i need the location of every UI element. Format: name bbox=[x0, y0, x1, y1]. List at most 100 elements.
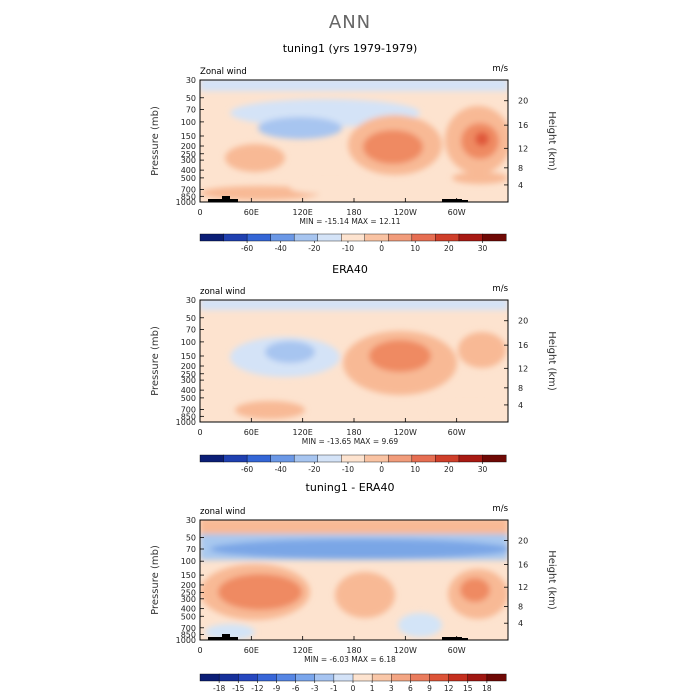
min-max-stats: MIN = -13.65 MAX = 9.69 bbox=[302, 437, 399, 446]
colorbar-label: 30 bbox=[478, 244, 488, 253]
height-tick-label: 12 bbox=[518, 364, 528, 373]
colorbar-swatch bbox=[411, 454, 436, 463]
colorbar-swatch bbox=[295, 673, 316, 682]
corner-label-right: m/s bbox=[492, 64, 508, 74]
colorbar-label: -20 bbox=[308, 244, 320, 253]
colorbar-swatch bbox=[314, 673, 335, 682]
x-tick-label: 0 bbox=[197, 428, 202, 437]
colorbar-swatch bbox=[482, 454, 507, 463]
x-tick-label: 60W bbox=[448, 208, 466, 217]
contour-blob bbox=[452, 172, 508, 184]
colorbar-swatch bbox=[391, 673, 411, 682]
corner-label-left: zonal wind bbox=[200, 507, 245, 517]
colorbar-swatch bbox=[371, 673, 392, 682]
colorbar-swatch bbox=[467, 673, 488, 682]
pressure-tick-label: 150 bbox=[181, 352, 196, 361]
y2-axis-label: Height (km) bbox=[546, 331, 557, 391]
panel-1: tuning1 (yrs 1979-1979) Zonal wind m/s 30 50… bbox=[150, 42, 557, 253]
x-tick-label: 180 bbox=[346, 208, 361, 217]
colorbar-swatch bbox=[246, 454, 272, 463]
colorbar-label: -10 bbox=[342, 465, 354, 474]
colorbar-swatch bbox=[293, 233, 319, 242]
height-tick-label: 20 bbox=[518, 317, 528, 326]
colorbar-swatch bbox=[276, 673, 297, 682]
topography bbox=[208, 196, 238, 202]
colorbar-label: 6 bbox=[408, 684, 413, 693]
colorbar-swatch bbox=[257, 673, 277, 682]
contour-blob bbox=[434, 404, 506, 420]
pressure-tick-label: 100 bbox=[181, 338, 196, 347]
colorbar-swatch bbox=[458, 233, 483, 242]
pressure-tick-label: 300 bbox=[181, 595, 196, 604]
height-tick-label: 4 bbox=[518, 401, 523, 410]
colorbar-label: 20 bbox=[444, 465, 454, 474]
contour-blob bbox=[398, 613, 442, 637]
pressure-tick-label: 700 bbox=[181, 186, 196, 195]
colorbar-label: 0 bbox=[379, 244, 384, 253]
x-tick-label: 60W bbox=[448, 428, 466, 437]
x-tick-label: 0 bbox=[197, 646, 202, 655]
height-tick-label: 8 bbox=[518, 602, 523, 611]
colorbar-label: -12 bbox=[251, 684, 263, 693]
colorbar-swatch bbox=[293, 454, 319, 463]
contour-blob bbox=[475, 132, 489, 146]
contour-field bbox=[200, 80, 508, 202]
x-tick-label: 120W bbox=[394, 428, 417, 437]
x-tick-label: 120E bbox=[293, 208, 313, 217]
colorbar-swatch bbox=[223, 454, 248, 463]
min-max-stats: MIN = -15.14 MAX = 12.11 bbox=[299, 217, 400, 226]
x-tick-label: 120W bbox=[394, 208, 417, 217]
pressure-tick-label: 400 bbox=[181, 605, 196, 614]
corner-label-right: m/s bbox=[492, 284, 508, 294]
corner-label-left: Zonal wind bbox=[200, 67, 247, 77]
height-tick-label: 4 bbox=[518, 619, 523, 628]
topography bbox=[442, 199, 468, 202]
colorbar-label: -18 bbox=[213, 684, 225, 693]
contour-blob bbox=[235, 401, 305, 419]
pressure-tick-label: 150 bbox=[181, 132, 196, 141]
colorbar-label: 30 bbox=[478, 465, 488, 474]
contour-blob bbox=[210, 539, 508, 559]
x-tick-label: 180 bbox=[346, 428, 361, 437]
height-tick-label: 16 bbox=[518, 560, 528, 569]
colorbar: -60 -40 -20 -10 0 10 20 30 bbox=[199, 454, 507, 474]
pressure-tick-label: 850 bbox=[181, 630, 196, 639]
colorbar-swatch bbox=[246, 233, 272, 242]
pressure-tick-label: 300 bbox=[181, 156, 196, 165]
pressure-tick-label: 500 bbox=[181, 174, 196, 183]
pressure-tick-label: 1000 bbox=[176, 418, 196, 427]
colorbar-swatch bbox=[388, 233, 413, 242]
pressure-tick-label: 250 bbox=[181, 370, 196, 379]
contour-blob bbox=[335, 572, 395, 618]
y-axis-label: Pressure (mb) bbox=[150, 326, 161, 396]
pressure-tick-label: 850 bbox=[181, 412, 196, 421]
colorbar-swatch bbox=[364, 454, 389, 463]
colorbar: -18 -15 -12 -9 -6 -3 -1 0 1 3 6 9 12 15 18 bbox=[199, 673, 507, 693]
pressure-tick-label: 500 bbox=[181, 612, 196, 621]
colorbar-label: 1 bbox=[370, 684, 375, 693]
colorbar-swatch bbox=[199, 454, 225, 463]
pressure-tick-label: 50 bbox=[186, 533, 196, 542]
colorbar-label: 10 bbox=[410, 244, 420, 253]
colorbar-swatch bbox=[317, 454, 342, 463]
colorbar-label: 3 bbox=[389, 684, 394, 693]
pressure-tick-label: 700 bbox=[181, 406, 196, 415]
colorbar-label: -40 bbox=[275, 244, 287, 253]
topography bbox=[208, 634, 238, 640]
colorbar-label: 12 bbox=[444, 684, 454, 693]
pressure-tick-label: 30 bbox=[186, 516, 196, 525]
contour-blob bbox=[225, 144, 285, 172]
x-tick-label: 60E bbox=[244, 208, 259, 217]
corner-label-left: zonal wind bbox=[200, 287, 245, 297]
field-contours bbox=[200, 520, 508, 640]
height-tick-label: 12 bbox=[518, 144, 528, 153]
x-tick-label: 60W bbox=[448, 646, 466, 655]
colorbar-swatch bbox=[388, 454, 413, 463]
x-tick-label: 180 bbox=[346, 646, 361, 655]
pressure-tick-label: 50 bbox=[186, 314, 196, 323]
pressure-tick-label: 70 bbox=[186, 325, 196, 334]
height-tick-label: 20 bbox=[518, 536, 528, 545]
colorbar-swatch bbox=[223, 233, 248, 242]
colorbar-swatch bbox=[435, 454, 460, 463]
